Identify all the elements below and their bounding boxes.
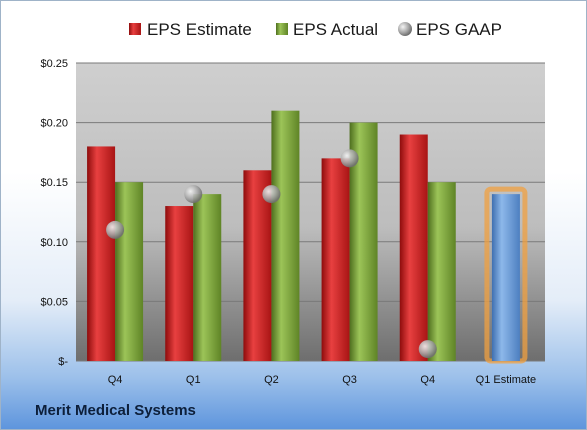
legend-swatch-estimate [129,23,141,35]
y-tick-label: $- [58,356,68,368]
y-tick-label: $0.15 [40,177,68,189]
y-tick-label: $0.10 [40,237,68,249]
legend-item-actual: EPS Actual [276,20,378,39]
y-tick-label: $0.05 [40,296,68,308]
bar-eps-estimate [399,134,428,361]
gaap-marker [418,340,437,359]
bar-eps-estimate [87,146,116,361]
bar-eps-actual [115,182,144,361]
legend-swatch-gaap [398,22,412,36]
x-tick-label: Q2 [264,374,279,386]
x-tick-label: Q4 [420,374,435,386]
gaap-marker [184,185,203,204]
bar-eps-estimate [165,206,194,361]
x-axis: Q4 Q1 Q2 Q3 Q4 Q1 Estimate [108,374,536,386]
bar-eps-actual [427,182,456,361]
x-tick-label: Q1 [186,374,201,386]
legend-label-estimate: EPS Estimate [147,20,252,39]
legend-label-gaap: EPS GAAP [416,20,502,39]
y-axis: $- $0.05 $0.10 $0.15 $0.20 $0.25 [40,58,68,368]
x-tick-label: Q1 Estimate [476,374,537,386]
bar-eps-actual [271,110,300,362]
bar-eps-forecast [491,194,520,361]
gaap-markers [106,149,437,359]
plot-area [76,63,545,361]
legend-label-actual: EPS Actual [293,20,378,39]
bar-eps-estimate [243,170,272,361]
legend-item-gaap: EPS GAAP [398,20,502,39]
bar-eps-estimate [321,158,350,361]
gaap-marker [340,149,359,168]
y-tick-label: $0.20 [40,118,68,130]
bars [87,110,528,364]
legend-swatch-actual [276,23,288,35]
bar-eps-actual [193,194,222,361]
legend: EPS Estimate EPS Actual EPS GAAP [129,20,502,39]
x-tick-label: Q3 [342,374,357,386]
gaap-marker [262,185,281,204]
legend-item-estimate: EPS Estimate [129,20,252,39]
y-tick-label: $0.25 [40,58,68,70]
company-name: Merit Medical Systems [35,402,196,419]
gridlines [76,62,545,362]
gaap-marker [106,220,125,239]
x-tick-label: Q4 [108,374,123,386]
